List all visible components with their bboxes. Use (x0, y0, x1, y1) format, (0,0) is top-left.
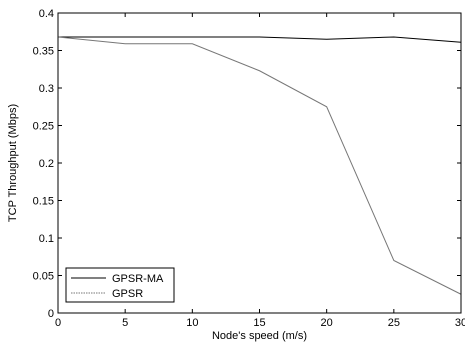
y-tick-label: 0.4 (39, 8, 54, 20)
legend: GPSR-MA GPSR (65, 267, 175, 303)
x-axis-label: Node's speed (m/s) (212, 330, 307, 342)
y-axis-label: TCP Throughput (Mbps) (7, 104, 19, 222)
y-tick-label: 0.3 (39, 83, 54, 95)
x-tick-label: 20 (321, 317, 333, 329)
x-tick-label: 0 (55, 317, 61, 329)
y-tick-label: 0.1 (39, 233, 54, 245)
y-tick-label: 0.05 (33, 271, 54, 283)
series-layer (57, 36, 462, 295)
y-tick-label: 0.2 (39, 158, 54, 170)
legend-box (65, 267, 175, 303)
x-tick-label: 10 (186, 317, 198, 329)
x-tick-label: 5 (122, 317, 128, 329)
series-line-gpsr (57, 36, 462, 295)
legend-label-gpsr: GPSR (112, 288, 143, 300)
y-tick-label: 0.15 (33, 196, 54, 208)
x-tick-label: 30 (455, 317, 465, 329)
x-tick-label: 25 (388, 317, 400, 329)
y-tick-label: 0.35 (33, 46, 54, 58)
y-tick-label: 0 (48, 308, 54, 320)
x-tick-label: 15 (253, 317, 265, 329)
y-tick-label: 0.25 (33, 121, 54, 133)
plot-frame (57, 12, 462, 314)
series-line-gpsr-ma (58, 36, 462, 43)
legend-label-gpsr-ma: GPSR-MA (112, 273, 164, 285)
